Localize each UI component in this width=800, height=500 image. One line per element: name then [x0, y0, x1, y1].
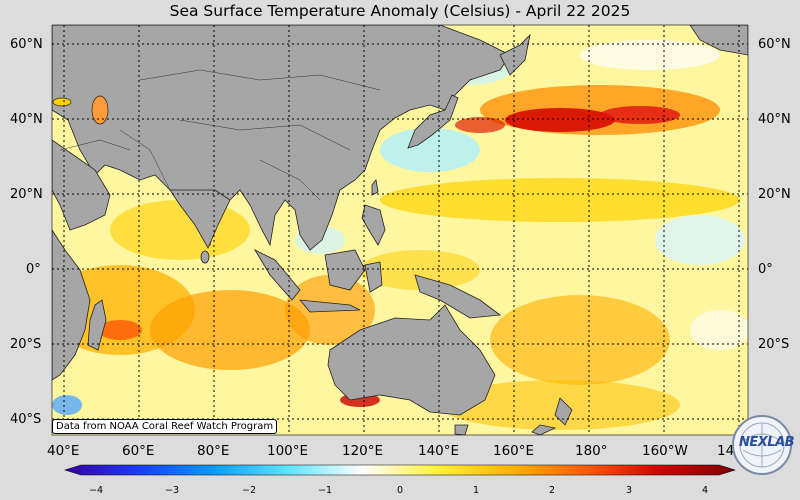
colorbar-tick-3: 3 — [626, 485, 633, 496]
colorbar-tick-minus4: −4 — [89, 485, 104, 496]
map-frame — [51, 24, 749, 436]
lon-label-100e: 100°E — [267, 443, 309, 459]
lat-label-right-20s: 20°S — [758, 337, 790, 352]
lat-label-left-20n: 20°N — [10, 187, 43, 202]
lat-label-left-60n: 60°N — [10, 37, 43, 52]
colorbar-tick-0: 0 — [397, 485, 404, 496]
colorbar-tick-minus2: −2 — [242, 485, 257, 496]
colorbar-tick-2: 2 — [549, 485, 556, 496]
lat-label-left-20s: 20°S — [10, 337, 42, 352]
lon-label-40e: 40°E — [47, 443, 80, 459]
colorbar-tick-minus1: −1 — [318, 485, 333, 496]
data-credit: Data from NOAA Coral Reef Watch Program — [52, 419, 278, 434]
lat-label-right-40n: 40°N — [758, 112, 791, 127]
lat-label-left-40n: 40°N — [10, 112, 43, 127]
logo-text: NEXLAB — [739, 435, 795, 450]
lon-label-140w-partial: 14 — [717, 443, 735, 459]
lon-label-120e: 120°E — [342, 443, 384, 459]
colorbar-bar — [63, 464, 737, 476]
lat-label-right-20n: 20°N — [758, 187, 791, 202]
lon-label-180: 180° — [575, 443, 608, 459]
lat-label-right-60n: 60°N — [758, 37, 791, 52]
lon-label-80e: 80°E — [197, 443, 230, 459]
nexlab-logo-icon — [732, 415, 792, 475]
lon-label-140e: 140°E — [418, 443, 460, 459]
colorbar-tick-minus3: −3 — [165, 485, 180, 496]
lat-label-left-0: 0° — [26, 262, 41, 277]
graticule-grid — [52, 25, 748, 435]
caspian-sea — [91, 95, 109, 125]
colorbar-tick-1: 1 — [473, 485, 480, 496]
lat-label-right-0: 0° — [758, 262, 773, 277]
land-masses — [52, 25, 748, 435]
colorbar-tick-4: 4 — [702, 485, 709, 496]
country-borders — [59, 69, 381, 201]
lon-label-60e: 60°E — [122, 443, 155, 459]
lat-label-left-40s: 40°S — [10, 412, 42, 427]
map-title: Sea Surface Temperature Anomaly (Celsius… — [169, 2, 631, 20]
lon-label-160e: 160°E — [493, 443, 535, 459]
lon-label-160w: 160°W — [642, 443, 688, 459]
colorbar — [63, 464, 737, 476]
